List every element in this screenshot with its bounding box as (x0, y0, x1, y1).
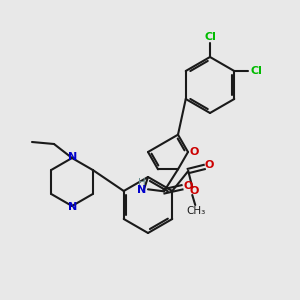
Text: O: O (190, 186, 199, 196)
Text: CH₃: CH₃ (187, 206, 206, 216)
Text: Cl: Cl (204, 32, 216, 42)
Text: N: N (137, 185, 147, 195)
Text: O: O (205, 160, 214, 170)
Text: Cl: Cl (250, 66, 262, 76)
Text: N: N (68, 152, 78, 162)
Text: O: O (189, 147, 199, 157)
Text: N: N (68, 202, 78, 212)
Text: H: H (138, 178, 146, 188)
Text: O: O (183, 181, 193, 191)
